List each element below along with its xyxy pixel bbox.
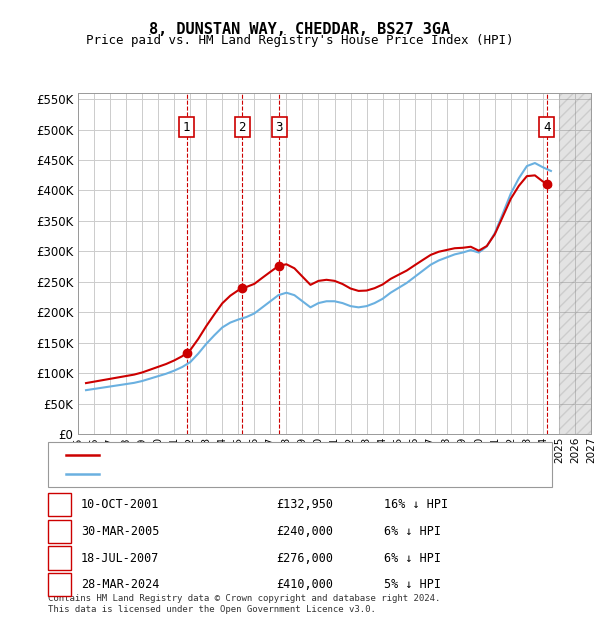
Text: 16% ↓ HPI: 16% ↓ HPI (384, 498, 448, 511)
Text: Price paid vs. HM Land Registry's House Price Index (HPI): Price paid vs. HM Land Registry's House … (86, 34, 514, 47)
Bar (559, 93, 591, 434)
Text: £240,000: £240,000 (276, 525, 333, 538)
Text: 10-OCT-2001: 10-OCT-2001 (81, 498, 160, 511)
Text: 2: 2 (239, 121, 246, 133)
Text: £132,950: £132,950 (276, 498, 333, 511)
Text: 18-JUL-2007: 18-JUL-2007 (81, 552, 160, 565)
Text: Contains HM Land Registry data © Crown copyright and database right 2024.
This d: Contains HM Land Registry data © Crown c… (48, 595, 440, 614)
Text: 1: 1 (183, 121, 190, 133)
Text: 2: 2 (56, 525, 63, 538)
Text: 3: 3 (56, 552, 63, 565)
Text: 28-MAR-2024: 28-MAR-2024 (81, 578, 160, 591)
Text: 8, DUNSTAN WAY, CHEDDAR, BS27 3GA: 8, DUNSTAN WAY, CHEDDAR, BS27 3GA (149, 22, 451, 37)
Text: 6% ↓ HPI: 6% ↓ HPI (384, 552, 441, 565)
Text: £410,000: £410,000 (276, 578, 333, 591)
Text: 30-MAR-2005: 30-MAR-2005 (81, 525, 160, 538)
Text: £276,000: £276,000 (276, 552, 333, 565)
Text: 8, DUNSTAN WAY, CHEDDAR, BS27 3GA (detached house): 8, DUNSTAN WAY, CHEDDAR, BS27 3GA (detac… (105, 450, 443, 459)
Text: 4: 4 (56, 578, 63, 591)
Text: 5% ↓ HPI: 5% ↓ HPI (384, 578, 441, 591)
Text: 3: 3 (275, 121, 283, 133)
Text: HPI: Average price, detached house, Somerset: HPI: Average price, detached house, Some… (105, 469, 402, 479)
Text: 4: 4 (543, 121, 551, 133)
Text: 1: 1 (56, 498, 63, 511)
Text: 6% ↓ HPI: 6% ↓ HPI (384, 525, 441, 538)
